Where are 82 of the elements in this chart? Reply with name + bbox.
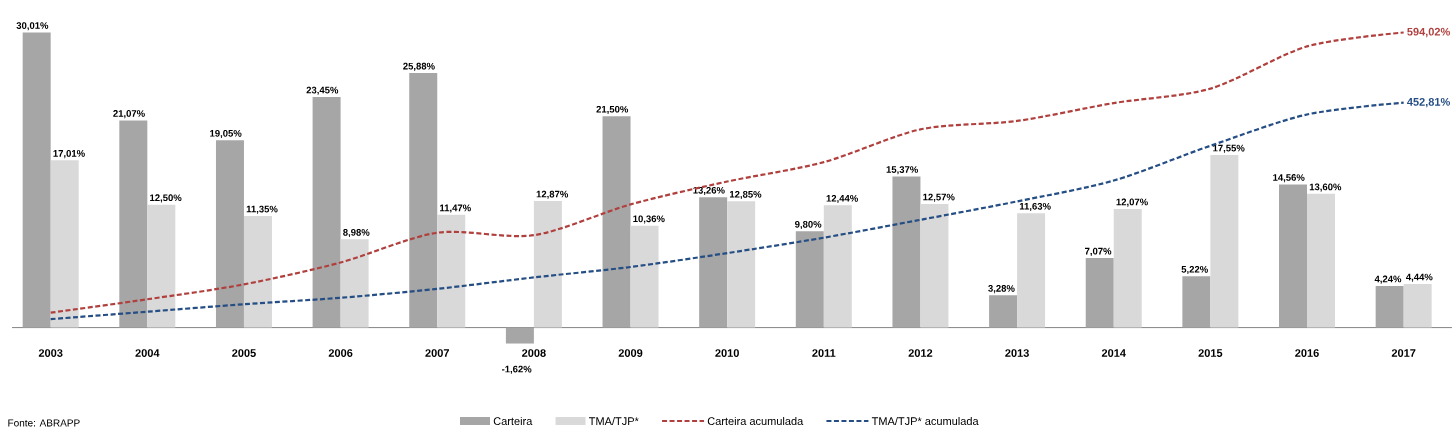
bar	[1085, 258, 1114, 328]
bar	[147, 204, 176, 328]
data-label: 25,88%	[403, 62, 435, 71]
data-label: 23,45%	[306, 86, 339, 95]
data-label: 12,85%	[729, 190, 762, 200]
bar	[602, 116, 631, 328]
x-tick-label: 2015	[1198, 349, 1223, 357]
data-label: 17,55%	[1213, 144, 1245, 153]
bar	[1210, 155, 1239, 328]
x-tick-label: 2010	[715, 349, 739, 357]
bar	[312, 97, 341, 328]
data-label: 8,98%	[343, 228, 370, 238]
data-label: 4,24%	[1374, 275, 1402, 284]
data-label: 5,22%	[1181, 265, 1208, 275]
bar	[409, 73, 438, 328]
bar	[892, 176, 921, 328]
data-label: 17,01%	[53, 150, 85, 159]
bar	[215, 140, 244, 328]
legend-label: Carteira	[493, 416, 533, 426]
data-label: 3,28%	[988, 285, 1015, 294]
x-tick-label: 2003	[38, 349, 63, 357]
data-label: 7,07%	[1085, 247, 1112, 256]
data-label: 12,07%	[1116, 198, 1148, 207]
data-label: 11,47%	[440, 204, 471, 213]
data-label: 13,26%	[693, 186, 725, 196]
x-tick-label: 2014	[1101, 349, 1126, 357]
data-label: 10,36%	[633, 215, 665, 224]
data-label: 14,56%	[1273, 174, 1305, 183]
bar	[1279, 184, 1308, 328]
bar	[630, 225, 659, 328]
x-tick-label: 2005	[232, 349, 256, 357]
x-tick-label: 2017	[1391, 349, 1416, 357]
legend-label: TMA/TJP* acumulada	[871, 416, 979, 426]
bar	[437, 214, 466, 328]
bar	[505, 327, 534, 344]
bar	[50, 160, 79, 328]
x-tick-label: 2004	[135, 349, 160, 357]
bar	[989, 295, 1018, 328]
x-tick-label: 2006	[328, 349, 353, 357]
bar	[699, 197, 728, 328]
x-tick-label: 2008	[522, 349, 546, 357]
x-tick-label: 2011	[812, 349, 836, 357]
data-label: 19,05%	[210, 129, 242, 139]
x-tick-label: 2016	[1295, 349, 1319, 357]
bar	[533, 201, 562, 328]
bar	[823, 205, 852, 328]
x-tick-label: 2013	[1005, 349, 1029, 357]
data-label: 15,37%	[886, 166, 918, 175]
data-label: 12,50%	[150, 194, 182, 203]
data-label: 21,07%	[113, 110, 145, 119]
bar	[340, 239, 369, 328]
bar	[119, 120, 148, 328]
bar	[1182, 276, 1211, 328]
bar	[243, 215, 272, 328]
data-label: 21,50%	[596, 105, 629, 114]
data-label: 452,81%	[1407, 97, 1450, 108]
data-label: 30,01%	[16, 22, 49, 31]
bar	[1017, 213, 1046, 328]
source-note: Fonte: ABRAPP	[8, 419, 80, 427]
data-label: 13,60%	[1309, 183, 1342, 192]
x-tick-label: 2009	[618, 349, 643, 357]
legend-label: Carteira acumulada	[707, 416, 804, 426]
bar	[727, 201, 756, 328]
bar	[1403, 283, 1432, 328]
bar	[1307, 193, 1336, 328]
data-label: 4,44%	[1406, 273, 1433, 282]
data-label: 594,02%	[1407, 27, 1450, 38]
data-label: 9,80%	[795, 220, 822, 230]
bar	[795, 231, 824, 328]
data-label: -1,62%	[501, 365, 532, 374]
data-label: 11,35%	[246, 205, 278, 214]
legend-label: TMA/TJP*	[588, 416, 639, 426]
bar	[920, 203, 949, 328]
bar	[1113, 208, 1142, 328]
bar	[22, 32, 51, 328]
data-label: 12,57%	[923, 193, 955, 202]
data-label: 11,63%	[1019, 202, 1051, 212]
x-tick-label: 2007	[425, 349, 449, 357]
data-label: 12,87%	[536, 190, 569, 199]
x-tick-label: 2012	[908, 349, 933, 357]
data-label: 12,44%	[826, 194, 858, 204]
bar	[1375, 285, 1404, 328]
